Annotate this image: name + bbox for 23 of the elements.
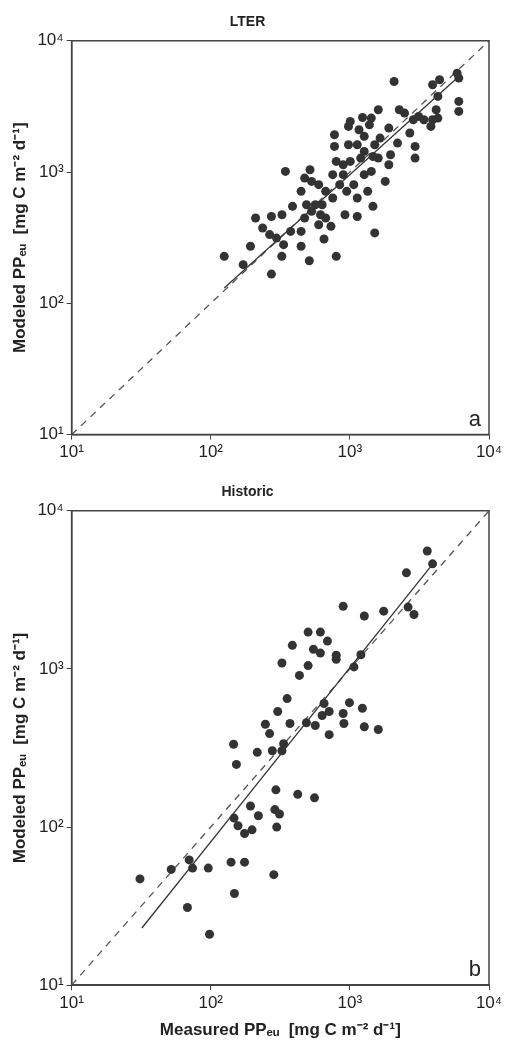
y-tick-label: 10³ <box>39 658 64 678</box>
y-tick-label: 10¹ <box>39 974 64 994</box>
chart-title: Historic <box>221 483 274 500</box>
x-tick-label: 10⁴ <box>475 993 503 1013</box>
y-tick-label: 10³ <box>39 161 64 181</box>
y-tick-label: 10⁴ <box>37 30 64 50</box>
x-axis-title: Measured PPₑᵤ [mg C m⁻² d⁻¹] <box>159 1020 401 1040</box>
chart-title: LTER <box>229 13 266 30</box>
x-tick-label: 10² <box>198 442 224 462</box>
y-tick-label: 10² <box>39 816 64 836</box>
x-tick-label: 10³ <box>337 442 363 462</box>
y-axis-title: Modeled PPₑᵤ [mg C m⁻² d⁻¹] <box>9 632 29 864</box>
x-tick-label: 10³ <box>337 993 363 1013</box>
x-tick-label: 10⁴ <box>475 442 503 462</box>
x-tick-label: 10² <box>198 993 224 1013</box>
annotation: b <box>468 956 481 982</box>
y-tick-label: 10² <box>39 293 64 313</box>
x-tick-label: 10¹ <box>59 993 85 1013</box>
y-axis-title: Modeled PPₑᵤ [mg C m⁻² d⁻¹] <box>9 122 29 353</box>
annotation: a <box>468 405 482 431</box>
x-tick-label: 10¹ <box>59 442 85 462</box>
y-tick-label: 10⁴ <box>37 500 64 520</box>
y-tick-label: 10¹ <box>39 424 64 444</box>
